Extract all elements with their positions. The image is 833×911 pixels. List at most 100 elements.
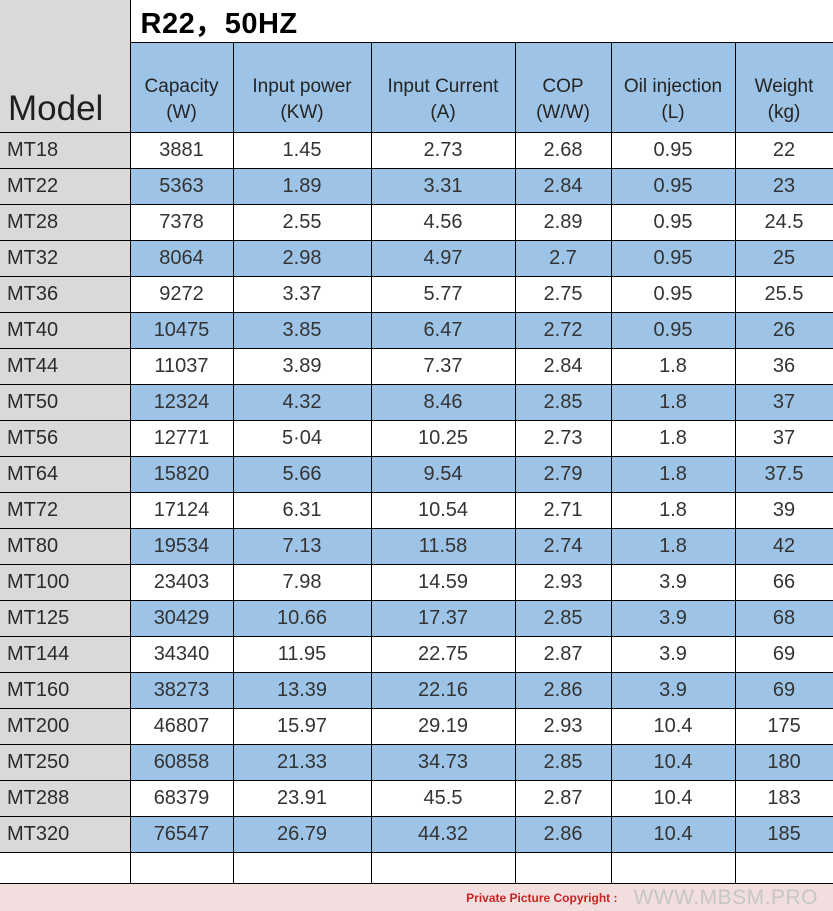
data-cell: 2.74 xyxy=(514,528,612,565)
data-cell: 10.4 xyxy=(610,780,736,817)
empty-cell xyxy=(370,852,516,884)
row-model-label: MT144 xyxy=(0,636,131,673)
data-cell: 0.95 xyxy=(610,312,736,349)
empty-row xyxy=(0,852,833,884)
data-cell: 6.31 xyxy=(232,492,372,529)
data-cell: 21.33 xyxy=(232,744,372,781)
data-cell: 2.85 xyxy=(514,744,612,781)
row-model-label: MT50 xyxy=(0,384,131,421)
data-cell: 1.45 xyxy=(232,132,372,169)
data-cell: 26 xyxy=(734,312,833,349)
data-cell: 5363 xyxy=(129,168,234,205)
data-cell: 22.75 xyxy=(370,636,516,673)
table-row: MT125 30429 10.66 17.37 2.85 3.9 68 xyxy=(0,600,833,637)
data-cell: 60858 xyxy=(129,744,234,781)
table-row: MT288 68379 23.91 45.5 2.87 10.4 183 xyxy=(0,780,833,817)
data-cell: 2.7 xyxy=(514,240,612,277)
column-unit: (kg) xyxy=(767,102,801,124)
data-cell: 23403 xyxy=(129,564,234,601)
data-cell: 22 xyxy=(734,132,833,169)
empty-cell xyxy=(734,852,833,884)
data-cell: 2.85 xyxy=(514,384,612,421)
data-cell: 10.25 xyxy=(370,420,516,457)
data-cell: 34.73 xyxy=(370,744,516,781)
row-model-label: MT36 xyxy=(0,276,131,313)
data-cell: 3.37 xyxy=(232,276,372,313)
data-cell: 4.97 xyxy=(370,240,516,277)
data-cell: 1.89 xyxy=(232,168,372,205)
table-row: MT22 5363 1.89 3.31 2.84 0.95 23 xyxy=(0,168,833,205)
data-cell: 2.84 xyxy=(514,168,612,205)
table-row: MT80 19534 7.13 11.58 2.74 1.8 42 xyxy=(0,528,833,565)
data-cell: 37.5 xyxy=(734,456,833,493)
data-cell: 2.86 xyxy=(514,816,612,853)
data-cell: 180 xyxy=(734,744,833,781)
data-cell: 2.93 xyxy=(514,708,612,745)
data-cell: 42 xyxy=(734,528,833,565)
data-cell: 0.95 xyxy=(610,132,736,169)
table-row: MT44 11037 3.89 7.37 2.84 1.8 36 xyxy=(0,348,833,385)
data-cell: 2.85 xyxy=(514,600,612,637)
data-cell: 25.5 xyxy=(734,276,833,313)
column-unit: (L) xyxy=(661,102,685,124)
data-cell: 36 xyxy=(734,348,833,385)
column-unit: (KW) xyxy=(280,102,324,124)
data-cell: 13.39 xyxy=(232,672,372,709)
data-cell: 1.8 xyxy=(610,528,736,565)
row-model-label: MT100 xyxy=(0,564,131,601)
row-model-label: MT320 xyxy=(0,816,131,853)
data-cell: 2.89 xyxy=(514,204,612,241)
data-cell: 37 xyxy=(734,420,833,457)
data-cell: 15.97 xyxy=(232,708,372,745)
data-cell: 37 xyxy=(734,384,833,421)
row-model-label: MT64 xyxy=(0,456,131,493)
table-row: MT160 38273 13.39 22.16 2.86 3.9 69 xyxy=(0,672,833,709)
data-cell: 1.8 xyxy=(610,384,736,421)
data-cell: 11037 xyxy=(129,348,234,385)
title-row: Model R22，50HZ xyxy=(0,0,833,133)
data-cell: 10.4 xyxy=(610,744,736,781)
data-cell: 22.16 xyxy=(370,672,516,709)
row-model-label: MT40 xyxy=(0,312,131,349)
data-cell: 24.5 xyxy=(734,204,833,241)
data-cell: 2.84 xyxy=(514,348,612,385)
data-cell: 2.86 xyxy=(514,672,612,709)
column-label: Input Current xyxy=(387,75,499,97)
data-cell: 9272 xyxy=(129,276,234,313)
data-cell: 3.9 xyxy=(610,564,736,601)
data-cell: 34340 xyxy=(129,636,234,673)
data-cell: 4.32 xyxy=(232,384,372,421)
empty-cell xyxy=(514,852,612,884)
column-header-cop: COP (W/W) xyxy=(514,42,612,133)
data-cell: 10.4 xyxy=(610,816,736,853)
data-cell: 14.59 xyxy=(370,564,516,601)
column-header-input-current: Input Current (A) xyxy=(370,42,516,133)
data-cell: 0.95 xyxy=(610,276,736,313)
column-header-weight: Weight (kg) xyxy=(734,42,833,133)
data-cell: 3.85 xyxy=(232,312,372,349)
row-model-label: MT250 xyxy=(0,744,131,781)
data-cell: 7.98 xyxy=(232,564,372,601)
data-cell: 2.55 xyxy=(232,204,372,241)
data-cell: 183 xyxy=(734,780,833,817)
data-cell: 45.5 xyxy=(370,780,516,817)
site-watermark: WWW.MBSM.PRO xyxy=(633,885,818,909)
row-model-label: MT32 xyxy=(0,240,131,277)
column-label: COP xyxy=(542,75,584,97)
data-cell: 25 xyxy=(734,240,833,277)
header-row: Capacity (W) Input power (KW) Input Current (… xyxy=(0,42,833,133)
column-label: Capacity xyxy=(144,75,219,97)
data-cell: 11.58 xyxy=(370,528,516,565)
data-cell: 19534 xyxy=(129,528,234,565)
column-label: Weight xyxy=(754,75,814,97)
data-cell: 2.98 xyxy=(232,240,372,277)
data-cell: 2.68 xyxy=(514,132,612,169)
row-model-label: MT80 xyxy=(0,528,131,565)
data-cell: 26.79 xyxy=(232,816,372,853)
data-cell: 9.54 xyxy=(370,456,516,493)
column-label: Input power xyxy=(252,75,352,97)
data-cell: 2.73 xyxy=(514,420,612,457)
data-cell: 0.95 xyxy=(610,240,736,277)
data-cell: 7.37 xyxy=(370,348,516,385)
copyright-bar: Private Picture Copyright : WWW.MBSM.PRO xyxy=(0,884,833,911)
